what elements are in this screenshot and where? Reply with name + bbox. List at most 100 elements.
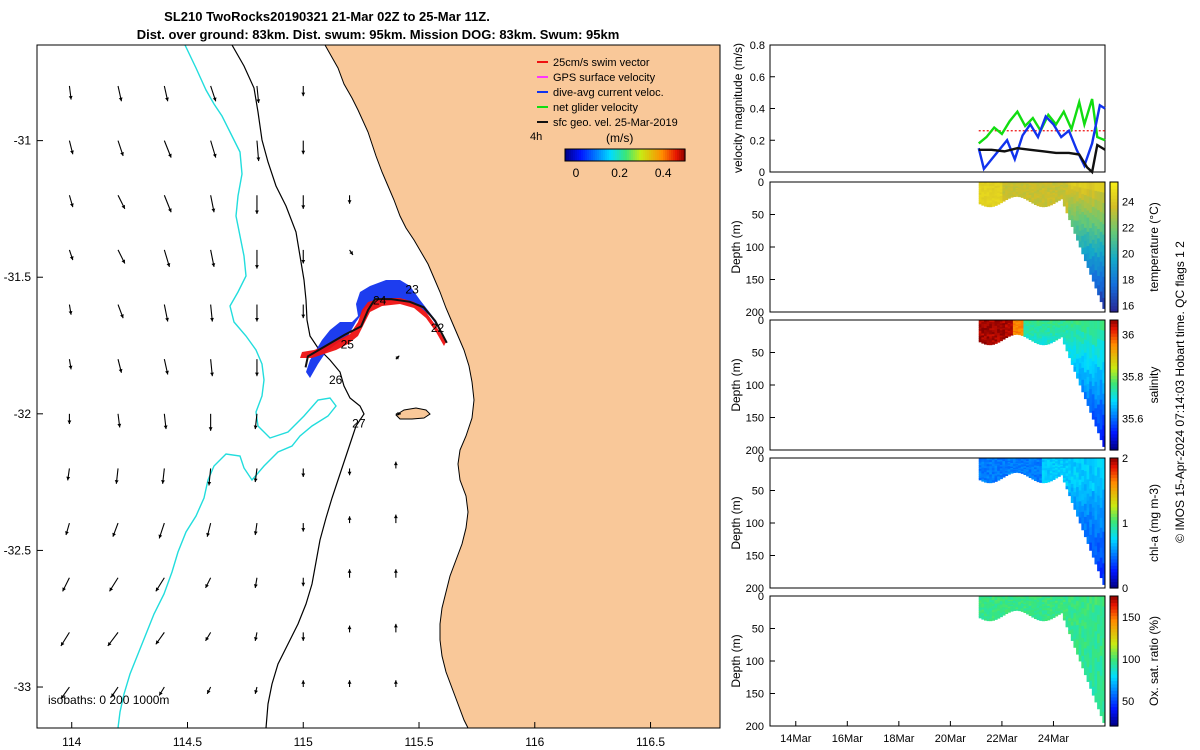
section-colorbar-cell	[1110, 602, 1118, 607]
section-cell	[1094, 390, 1098, 400]
section-cell	[1083, 188, 1088, 196]
section-cell	[1028, 471, 1032, 474]
section-cell	[1094, 613, 1098, 623]
vector-arrow	[117, 304, 124, 319]
section-cell	[1065, 207, 1069, 211]
section-cell	[1018, 191, 1022, 194]
section-cell	[1026, 198, 1030, 201]
section-cell	[991, 342, 996, 345]
section-cell	[1049, 340, 1053, 344]
section-cell	[989, 334, 993, 337]
section-cell	[1018, 465, 1022, 468]
section-cell	[1070, 596, 1074, 601]
section-cell	[1015, 467, 1019, 470]
section-colorbar-cell	[1110, 260, 1118, 264]
section-cell	[1062, 601, 1067, 605]
section-cell	[983, 338, 988, 341]
section-colorbar-cell	[1110, 204, 1118, 209]
section-cell	[1028, 612, 1032, 615]
section-cell	[1062, 339, 1067, 343]
section-cell	[1070, 334, 1074, 340]
section-colorbar-cell	[1110, 302, 1118, 307]
section-colorbar-cell	[1110, 440, 1118, 445]
section-colorbar-cell	[1110, 217, 1118, 222]
section-cell	[1065, 608, 1069, 612]
section-cell	[1076, 649, 1080, 655]
section-cell	[1023, 326, 1027, 329]
velocity-ytick-label: 0.2	[750, 135, 765, 147]
section-cell	[1047, 341, 1051, 345]
section-cell	[1078, 325, 1082, 332]
section-cell	[1057, 473, 1061, 476]
map-colorbar-cell	[613, 149, 616, 161]
section-cell	[997, 601, 1001, 604]
section-cell	[1023, 605, 1027, 608]
section-cell	[1060, 604, 1064, 607]
section-cell	[1015, 191, 1019, 194]
section-cell	[1089, 389, 1093, 398]
section-cell	[1018, 332, 1022, 334]
section-cell	[1055, 476, 1059, 479]
section-colorbar-cell	[1110, 195, 1118, 199]
section-cell	[1031, 472, 1035, 475]
section-cell	[1031, 321, 1035, 325]
section-cell	[1020, 604, 1024, 607]
section-cell	[999, 320, 1003, 323]
section-cell	[994, 320, 998, 323]
section-cell	[1031, 468, 1035, 471]
section-ytick-label: 200	[746, 307, 764, 319]
section-cell	[1060, 596, 1064, 598]
section-cell	[1065, 205, 1069, 209]
section-cell	[1052, 612, 1056, 615]
section-cell	[1049, 331, 1053, 334]
section-cell	[994, 197, 998, 201]
section-ylabel: Depth (m)	[729, 496, 743, 549]
section-cell	[1086, 624, 1090, 633]
section-cell	[999, 471, 1003, 474]
section-cell	[1052, 615, 1056, 618]
section-cell	[1062, 473, 1067, 477]
vector-arrow	[66, 468, 71, 481]
section-cell	[986, 204, 990, 208]
section-colorbar-cell	[1110, 224, 1118, 229]
section-cell	[991, 466, 996, 469]
section-cell	[1012, 321, 1017, 323]
section-cell	[978, 338, 982, 341]
section-colorbar-frame	[1109, 595, 1119, 727]
section-cell	[1041, 464, 1045, 467]
section-cell	[989, 462, 993, 465]
section-cell	[1033, 338, 1038, 342]
section-cell	[1010, 332, 1014, 335]
section-cell	[1057, 605, 1061, 608]
section-colorbar-cell	[1110, 529, 1118, 534]
section-cell	[1086, 638, 1090, 647]
section-colorbar-cell	[1110, 464, 1118, 469]
vector-head	[301, 92, 306, 97]
section-cell	[1086, 667, 1090, 675]
section-cell	[1091, 612, 1095, 622]
section-cell	[1057, 606, 1061, 609]
section-cell	[997, 336, 1001, 339]
section-cell	[1041, 458, 1045, 461]
vector-head	[165, 370, 169, 375]
section-cell	[1086, 596, 1090, 604]
section-cell	[1068, 599, 1072, 603]
section-cell	[1031, 187, 1035, 190]
section-cell	[1060, 321, 1064, 324]
section-cell	[1036, 617, 1040, 621]
section-cell	[981, 321, 985, 325]
section-cell	[1057, 333, 1061, 336]
section-cell	[1036, 327, 1040, 331]
section-colorbar-cell	[1110, 263, 1118, 268]
section-cell	[1036, 605, 1040, 609]
section-cell	[1102, 224, 1106, 236]
section-cell	[1091, 320, 1095, 329]
section-cell	[1099, 705, 1103, 717]
section-cell	[1083, 523, 1088, 531]
section-cell	[1015, 605, 1019, 608]
section-cell	[994, 473, 998, 477]
section-cell	[1047, 183, 1051, 187]
section-cell	[1028, 605, 1032, 608]
section-cell	[1023, 464, 1027, 467]
vector-arrow	[117, 359, 123, 373]
